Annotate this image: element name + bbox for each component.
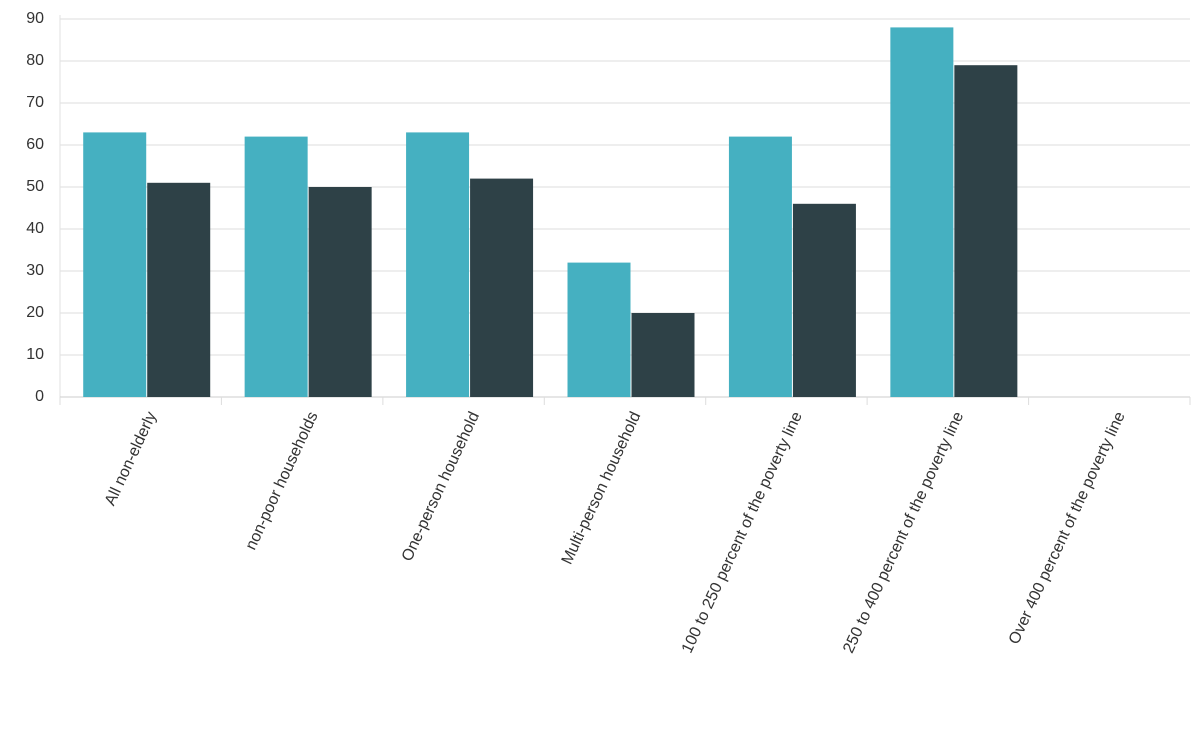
y-tick-label: 30 <box>26 262 44 279</box>
bar <box>792 203 856 397</box>
y-tick-label: 0 <box>35 388 44 405</box>
x-tick-label: non-poor households <box>243 409 322 552</box>
bar <box>147 182 211 397</box>
bar <box>567 262 631 397</box>
x-tick-label: 100 to 250 percent of the poverty line <box>679 409 806 656</box>
y-tick-label: 70 <box>26 94 44 111</box>
bar <box>308 187 372 397</box>
x-tick-label: Over 400 percent of the poverty line <box>1006 409 1129 647</box>
x-tick-label: Multi-person household <box>559 409 645 567</box>
bar <box>631 313 695 397</box>
x-tick-label: 250 to 400 percent of the poverty line <box>840 409 967 656</box>
bar <box>954 65 1018 397</box>
bar <box>890 27 954 398</box>
y-tick-label: 40 <box>26 220 44 237</box>
y-tick-label: 10 <box>26 346 44 363</box>
bar <box>244 136 308 397</box>
bar <box>406 132 470 397</box>
bar <box>728 136 792 397</box>
x-tick-label: One-person household <box>399 409 483 564</box>
y-tick-label: 80 <box>26 52 44 69</box>
y-tick-label: 60 <box>26 136 44 153</box>
y-tick-label: 20 <box>26 304 44 321</box>
x-tick-label: All non-elderly <box>102 409 160 508</box>
bar <box>470 178 534 397</box>
y-tick-label: 90 <box>26 10 44 27</box>
bar <box>83 132 147 397</box>
y-tick-label: 50 <box>26 178 44 195</box>
